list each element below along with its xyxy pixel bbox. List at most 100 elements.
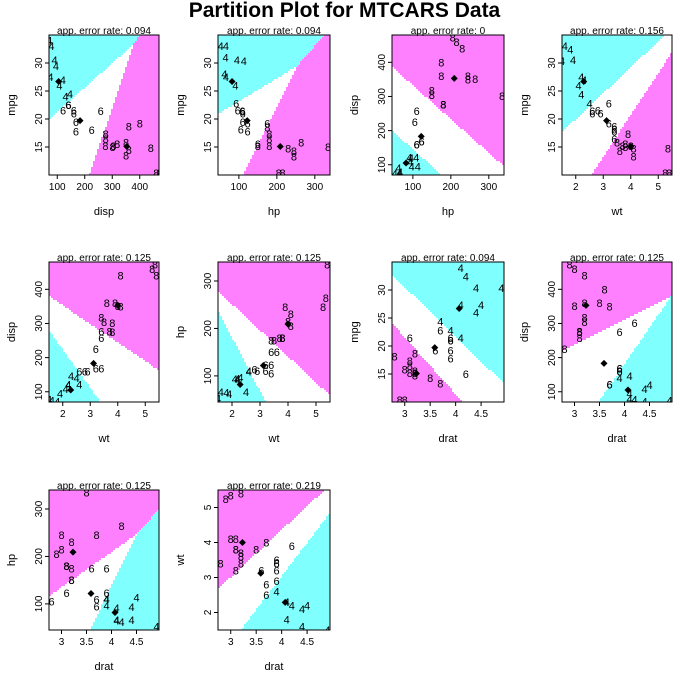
region-cell <box>294 71 330 74</box>
region-cell <box>328 392 330 395</box>
region-cell <box>430 99 504 102</box>
region-cell <box>600 161 672 164</box>
region-cell <box>392 362 429 365</box>
region-cell <box>270 119 330 122</box>
region-cell <box>392 53 504 56</box>
y-tick-label: 2 <box>203 609 214 615</box>
region-cell <box>562 398 601 401</box>
plot-frame <box>217 489 331 631</box>
data-point: 6 <box>254 366 260 378</box>
region-cell <box>392 382 447 385</box>
data-point: 6 <box>263 366 269 378</box>
region-cell <box>278 105 330 108</box>
region-cell <box>314 47 330 50</box>
region-cell <box>61 107 114 110</box>
region-cell <box>49 59 116 62</box>
region-cell <box>562 292 672 295</box>
region-cell <box>448 328 504 331</box>
region-cell <box>218 526 285 529</box>
data-point: 6 <box>274 347 280 359</box>
region-cell <box>562 101 595 104</box>
region-cell <box>444 380 503 383</box>
region-cell <box>302 368 330 371</box>
region-cell <box>218 85 265 88</box>
region-cell <box>394 276 504 279</box>
region-cell <box>127 61 159 64</box>
region-cell <box>218 169 247 172</box>
region-cell <box>49 364 74 367</box>
region-cell <box>496 159 504 162</box>
region-cell <box>392 270 504 273</box>
data-point: 6 <box>48 597 54 609</box>
region-cell <box>49 616 98 619</box>
region-cell <box>430 364 485 367</box>
data-point: 4 <box>223 388 229 400</box>
region-cell <box>396 278 504 281</box>
region-cell <box>49 520 150 523</box>
region-cell <box>562 43 657 46</box>
region-cell <box>103 332 159 335</box>
region-cell <box>324 520 330 523</box>
region-cell <box>218 556 253 559</box>
region-cell <box>111 552 128 555</box>
y-tick-label: 25 <box>34 85 45 97</box>
data-point: 8 <box>238 552 244 564</box>
region-cell <box>254 151 330 154</box>
region-cell <box>562 89 607 92</box>
region-cell <box>392 59 504 62</box>
region-cell <box>260 139 330 142</box>
plot-frame <box>217 261 331 403</box>
region-cell <box>49 392 94 395</box>
region-cell <box>111 63 128 66</box>
region-cell <box>282 528 319 531</box>
region-cell <box>218 45 315 48</box>
x-tick-label: 3 <box>600 182 606 193</box>
region-cell <box>268 83 289 86</box>
region-cell <box>658 73 672 76</box>
region-cell <box>392 151 417 154</box>
region-cell <box>284 73 295 76</box>
y-tick-label: 100 <box>203 367 214 384</box>
region-cell <box>260 550 301 553</box>
region-cell <box>664 35 672 38</box>
region-cell <box>606 151 672 154</box>
data-point: 4 <box>226 389 232 401</box>
data-point: 4 <box>626 388 632 400</box>
region-cell <box>270 338 330 341</box>
region-cell <box>49 326 96 329</box>
region-cell <box>594 171 672 174</box>
group-mean-marker <box>123 142 131 150</box>
region-cell <box>392 344 413 347</box>
region-cell <box>410 292 504 295</box>
region-cell <box>79 91 118 94</box>
region-cell <box>392 165 433 168</box>
region-cell <box>218 386 259 389</box>
region-cell <box>468 133 504 136</box>
region-cell <box>49 380 86 383</box>
region-cell <box>234 103 279 106</box>
y-axis-label: mpg <box>519 94 531 115</box>
region-cell <box>266 334 330 337</box>
region-cell <box>49 330 102 333</box>
data-point: 4 <box>409 161 415 173</box>
region-cell <box>109 119 159 122</box>
region-cell <box>49 606 102 609</box>
region-cell <box>218 163 249 166</box>
region-cell <box>392 320 441 323</box>
region-cell <box>562 266 672 269</box>
region-cell <box>392 121 455 124</box>
region-cell <box>246 169 330 172</box>
region-cell <box>392 85 415 88</box>
data-point: 6 <box>84 366 90 378</box>
region-cell <box>218 71 289 74</box>
region-cell <box>121 55 130 58</box>
data-point: 8 <box>83 487 89 499</box>
region-cell <box>218 562 247 565</box>
region-cell <box>153 514 159 517</box>
group-mean-marker <box>87 589 95 597</box>
region-cell <box>49 624 94 627</box>
region-cell <box>562 145 611 148</box>
data-point: 8 <box>112 298 118 310</box>
region-cell <box>49 534 136 537</box>
x-tick-label: 200 <box>443 182 460 193</box>
